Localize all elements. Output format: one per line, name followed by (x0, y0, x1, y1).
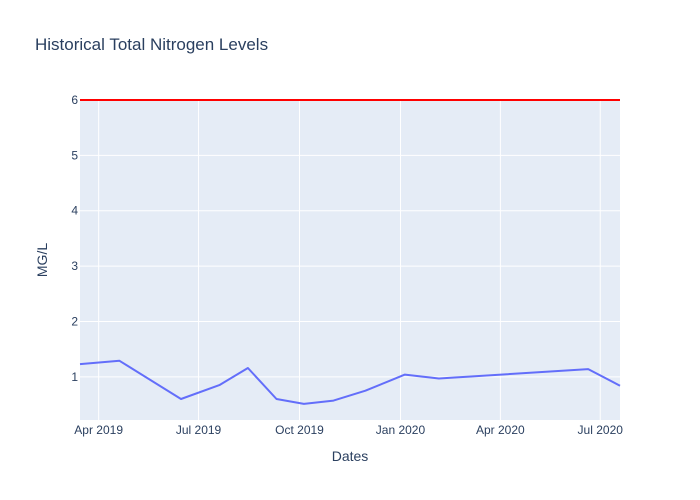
x-axis-title: Dates (332, 448, 369, 464)
plot-area (80, 100, 620, 420)
y-tick-label: 5 (71, 148, 78, 162)
y-tick-label: 3 (71, 259, 78, 273)
series-layer (79, 359, 621, 405)
x-tick-label: Oct 2019 (275, 423, 324, 437)
y-tick-label: 4 (71, 204, 78, 218)
nitrogen-series-line (79, 359, 621, 405)
x-tick-label: Jan 2020 (376, 423, 426, 437)
x-tick-label: Apr 2020 (476, 423, 525, 437)
x-axis-ticks: Apr 2019 Jul 2019 Oct 2019 Jan 2020 Apr 2020… (74, 423, 623, 437)
x-tick-label: Jul 2019 (176, 423, 222, 437)
y-axis-title: MG/L (34, 243, 50, 277)
chart-title: Historical Total Nitrogen Levels (35, 35, 268, 54)
y-axis-ticks: 1 2 3 4 5 6 (71, 93, 78, 384)
x-tick-label: Jul 2020 (578, 423, 624, 437)
y-tick-label: 1 (71, 370, 78, 384)
gridlines (80, 99, 620, 420)
y-tick-label: 2 (71, 314, 78, 328)
y-tick-label: 6 (71, 93, 78, 107)
x-tick-label: Apr 2019 (74, 423, 123, 437)
